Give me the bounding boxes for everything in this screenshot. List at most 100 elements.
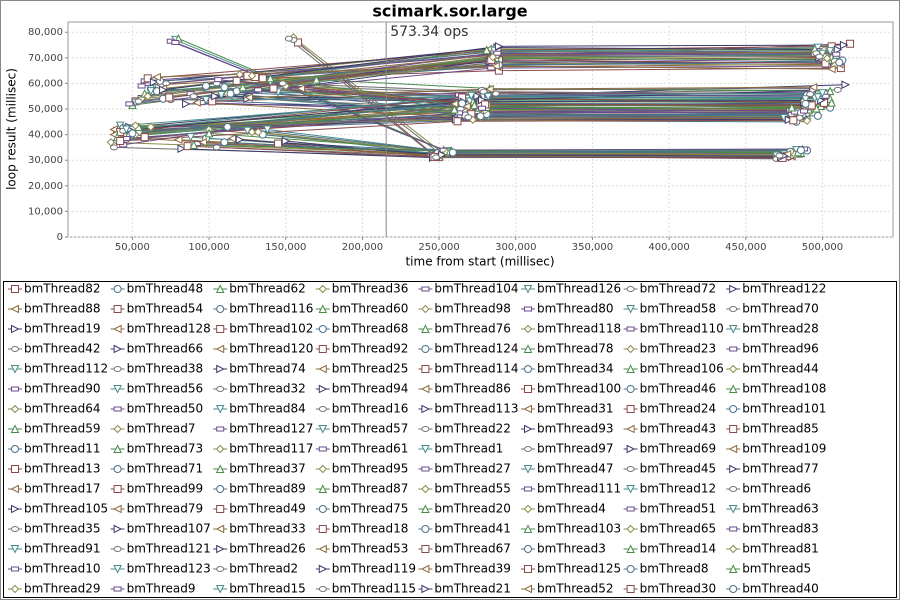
marker bbox=[421, 584, 431, 594]
legend-item: bmThread102 bbox=[213, 322, 313, 336]
marker bbox=[450, 104, 459, 114]
legend-item: bmThread4 bbox=[521, 502, 606, 516]
legend-item: bmThread31 bbox=[521, 402, 614, 416]
x-tick-label: 350,000 bbox=[572, 242, 613, 253]
marker bbox=[626, 305, 635, 314]
marker bbox=[171, 39, 180, 45]
legend-label: bmThread61 bbox=[332, 442, 409, 456]
marker bbox=[125, 101, 134, 107]
marker bbox=[813, 93, 823, 102]
marker bbox=[802, 116, 812, 126]
marker bbox=[318, 325, 327, 333]
legend-item: bmThread70 bbox=[726, 302, 819, 316]
legend-item: bmThread19 bbox=[8, 322, 101, 336]
marker bbox=[318, 345, 327, 353]
legend-label: bmThread7 bbox=[127, 422, 196, 436]
marker bbox=[478, 105, 487, 111]
marker bbox=[215, 284, 225, 293]
marker bbox=[220, 83, 229, 92]
marker bbox=[796, 146, 805, 155]
series-layer bbox=[106, 33, 855, 162]
legend-item: bmThread44 bbox=[726, 362, 819, 376]
y-axis-title: loop result (millisec) bbox=[5, 68, 19, 190]
marker bbox=[192, 98, 201, 107]
marker bbox=[227, 134, 237, 143]
legend-label: bmThread67 bbox=[434, 542, 511, 556]
marker bbox=[223, 122, 232, 131]
marker bbox=[626, 524, 635, 534]
marker bbox=[523, 524, 533, 533]
marker bbox=[815, 53, 824, 60]
legend-label: bmThread13 bbox=[24, 462, 101, 476]
x-tick-label: 200,000 bbox=[342, 242, 383, 253]
legend-label: bmThread108 bbox=[742, 382, 826, 396]
legend-item: bmThread127 bbox=[213, 422, 313, 436]
legend-item: bmThread49 bbox=[213, 502, 306, 516]
legend-item: bmThread17 bbox=[8, 482, 101, 496]
marker bbox=[488, 52, 497, 62]
marker bbox=[198, 137, 207, 147]
marker bbox=[839, 40, 849, 50]
legend-label: bmThread57 bbox=[332, 422, 409, 436]
marker bbox=[143, 74, 152, 83]
legend-item: bmThread90 bbox=[8, 382, 101, 396]
marker bbox=[421, 466, 430, 472]
legend-item: bmThread56 bbox=[110, 382, 203, 396]
marker bbox=[493, 50, 502, 56]
legend-item: bmThread121 bbox=[110, 542, 211, 556]
legend-item: bmThread84 bbox=[213, 402, 306, 416]
marker bbox=[524, 424, 533, 434]
marker bbox=[524, 446, 532, 452]
marker bbox=[789, 116, 798, 125]
marker bbox=[625, 424, 635, 434]
legend-label: bmThread82 bbox=[24, 282, 101, 296]
legend-label: bmThread28 bbox=[742, 322, 819, 336]
legend-label: bmThread79 bbox=[127, 502, 204, 516]
marker bbox=[626, 466, 635, 472]
marker bbox=[113, 385, 122, 394]
legend-label: bmThread93 bbox=[537, 422, 614, 436]
legend-label: bmThread126 bbox=[537, 282, 621, 296]
legend-item: bmThread88 bbox=[8, 302, 101, 316]
legend-item: bmThread23 bbox=[623, 342, 716, 356]
marker bbox=[524, 365, 532, 373]
legend-item: bmThread118 bbox=[521, 322, 621, 336]
legend-label: bmThread6 bbox=[742, 482, 811, 496]
marker bbox=[318, 464, 328, 474]
legend-label: bmThread41 bbox=[434, 522, 511, 536]
x-tick-label: 500,000 bbox=[802, 242, 843, 253]
marker bbox=[825, 86, 835, 96]
marker bbox=[462, 102, 471, 111]
legend-item: bmThread110 bbox=[623, 322, 724, 336]
legend-label: bmThread118 bbox=[537, 322, 621, 336]
marker bbox=[11, 465, 19, 473]
marker bbox=[487, 65, 496, 71]
legend-label: bmThread63 bbox=[742, 502, 819, 516]
legend-item: bmThread86 bbox=[418, 382, 511, 396]
marker bbox=[296, 84, 306, 93]
legend-item: bmThread91 bbox=[8, 542, 101, 556]
marker bbox=[729, 405, 738, 413]
legend-item: bmThread8 bbox=[623, 562, 709, 576]
legend-item: bmThread36 bbox=[315, 282, 408, 296]
legend-item: bmThread42 bbox=[8, 342, 101, 356]
marker bbox=[523, 285, 533, 294]
legend-item: bmThread33 bbox=[213, 522, 306, 536]
y-tick-label: 30,000 bbox=[28, 155, 63, 166]
marker bbox=[318, 446, 327, 452]
legend-label: bmThread106 bbox=[640, 362, 724, 376]
marker bbox=[110, 144, 119, 151]
marker bbox=[318, 505, 327, 513]
legend-item: bmThread35 bbox=[8, 522, 101, 536]
legend-item: bmThread114 bbox=[418, 362, 519, 376]
marker bbox=[775, 152, 784, 159]
legend-item: bmThread123 bbox=[110, 562, 211, 576]
legend-label: bmThread60 bbox=[332, 302, 409, 316]
legend-item: bmThread125 bbox=[521, 562, 621, 576]
marker bbox=[841, 80, 851, 90]
legend-item: bmThread63 bbox=[726, 502, 819, 516]
legend-item: bmThread72 bbox=[623, 282, 716, 296]
marker bbox=[112, 504, 122, 514]
legend-box bbox=[3, 281, 897, 598]
marker bbox=[626, 344, 635, 354]
